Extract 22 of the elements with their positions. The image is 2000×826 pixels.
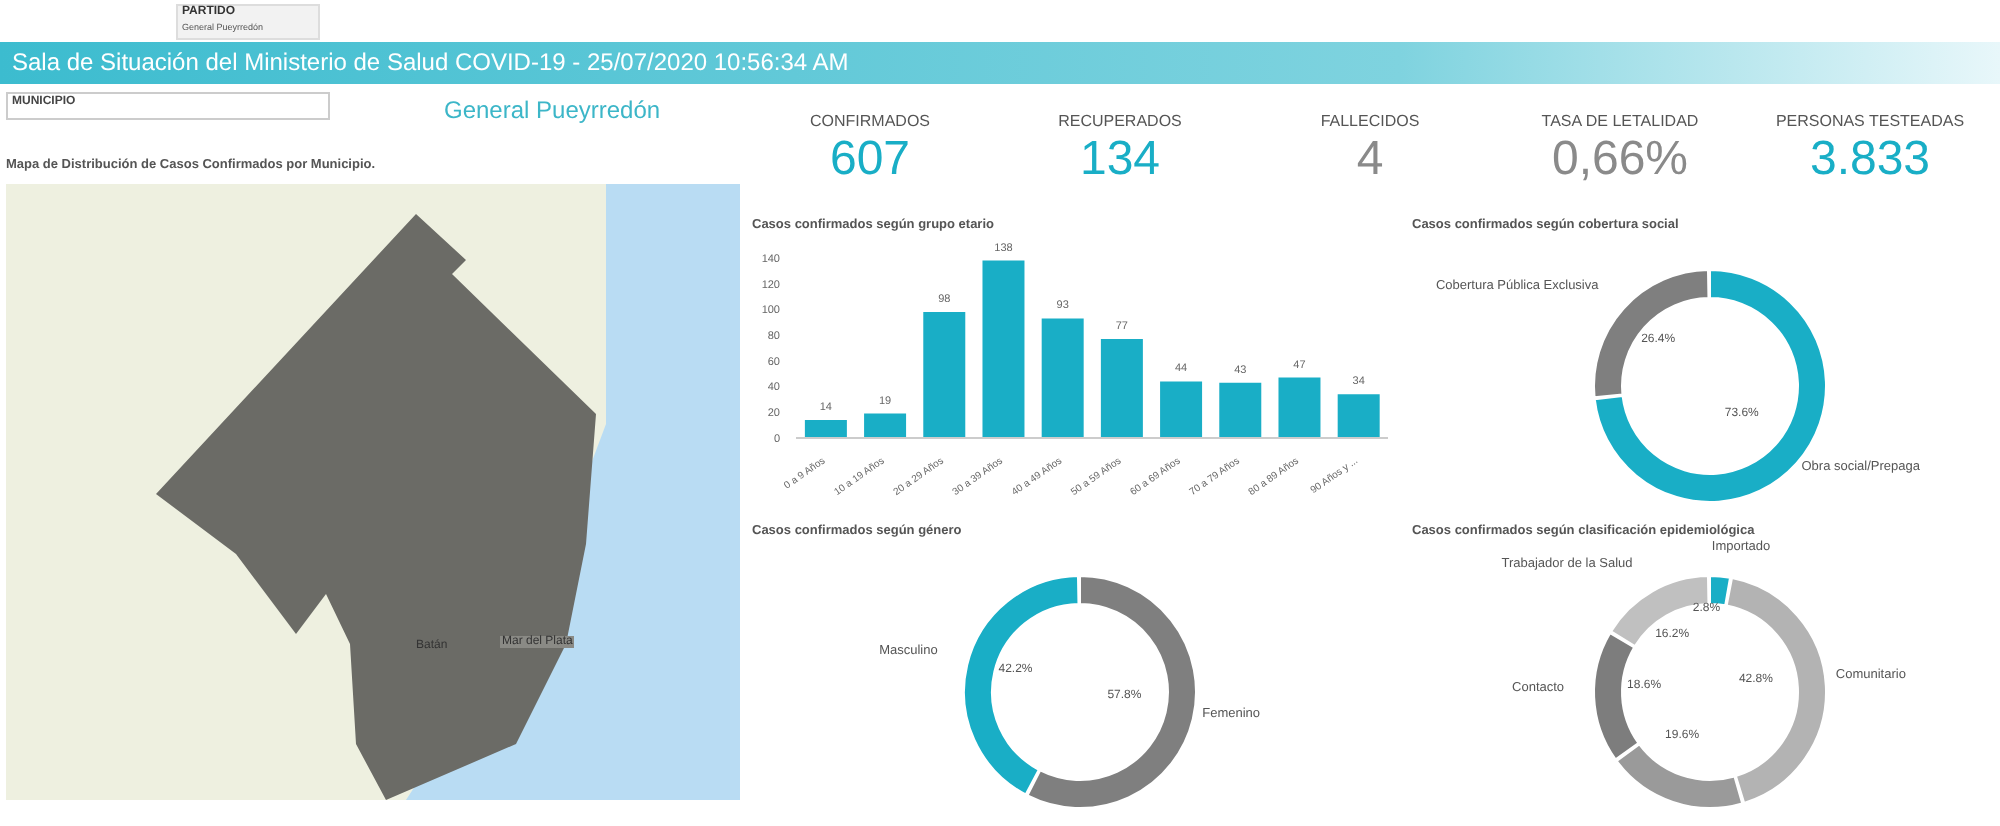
bar — [923, 312, 966, 438]
text: Sala de Situación del Ministerio de Salud COVID-19 - 25/07/2020 10:56:34 AM — [12, 48, 849, 76]
category-label: CONFIRMADOS — [808, 112, 932, 130]
text: 134 — [1079, 132, 1161, 186]
text: 4 — [1356, 132, 1384, 186]
text: 3.833 — [1809, 132, 1931, 186]
bar — [804, 420, 847, 438]
bar — [864, 413, 907, 438]
category-label: PERSONAS TESTEADAS — [1773, 112, 1967, 130]
text: General Pueyrredón — [444, 96, 661, 124]
bar — [1160, 381, 1203, 438]
bar — [1041, 318, 1084, 438]
bar — [1278, 377, 1321, 438]
bar — [1219, 382, 1262, 438]
text: 607 — [829, 132, 911, 186]
category-label: TASA DE LETALIDAD — [1539, 112, 1701, 130]
bar — [1100, 339, 1143, 438]
category-label: RECUPERADOS — [1056, 112, 1184, 130]
bar — [1337, 394, 1380, 438]
text: 0,66% — [1551, 132, 1689, 186]
bar — [982, 260, 1025, 438]
category-label: FALLECIDOS — [1318, 112, 1422, 130]
